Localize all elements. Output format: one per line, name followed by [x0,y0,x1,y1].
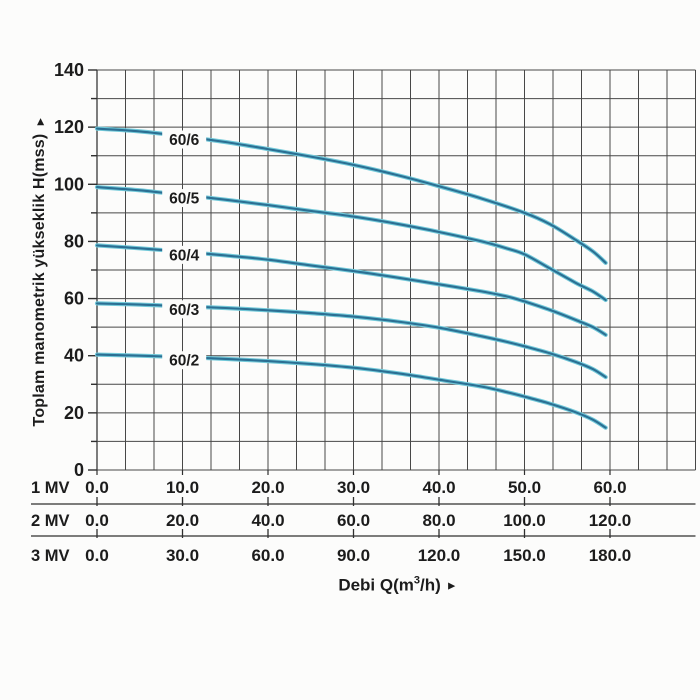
axis-row-label: 3 MV [31,547,70,565]
x-tick-label: 20.0 [251,478,284,497]
x-tick-label: 40.0 [422,478,455,497]
x-axis-title-superscript: 3 [413,574,421,587]
x-axis-title-text: Debi Q(m [338,575,414,595]
curve-label-background [162,189,207,208]
curve-label: 60/6 [169,132,200,149]
x-tick-label: 120.0 [418,546,461,565]
curve-label: 60/4 [169,247,200,264]
x-tick-label: 0.0 [85,478,109,497]
up-arrow-icon: ► [33,115,47,128]
x-tick-label: 100.0 [503,511,546,530]
curve-label-background [162,351,207,370]
x-tick-label: 30.0 [166,546,199,565]
x-tick-label: 0.0 [85,546,109,565]
curve-label-background [162,245,207,264]
x-tick-label: 60.0 [251,546,284,565]
x-tick-label: 120.0 [589,511,632,530]
y-tick-label: 80 [64,231,84,251]
x-tick-label: 60.0 [337,511,370,530]
x-axis-title: Debi Q(m3/h) ► [338,575,457,596]
y-tick-label: 20 [64,403,84,423]
y-axis-title: Toplam manometrik yükseklik H(mss) ► [31,116,49,427]
x-tick-label: 60.0 [593,478,626,497]
curve-label: 60/5 [169,191,200,208]
x-tick-label: 10.0 [166,478,199,497]
curve-label-background [162,130,207,149]
y-tick-label: 60 [64,289,84,309]
y-tick-label: 100 [54,174,84,194]
x-tick-label: 0.0 [85,511,109,530]
x-tick-label: 180.0 [589,546,632,565]
y-tick-label: 120 [54,117,84,137]
x-tick-label: 150.0 [503,546,546,565]
y-tick-label: 0 [74,460,84,480]
y-tick-label: 140 [54,60,84,80]
x-tick-label: 20.0 [166,511,199,530]
x-axis-title-text-2: /h) [420,575,441,595]
x-tick-label: 80.0 [422,511,455,530]
axis-row-label: 2 MV [31,512,70,530]
x-tick-label: 40.0 [251,511,284,530]
y-axis-title-text: Toplam manometrik yükseklik H(mss) [31,133,48,427]
curve-label: 60/3 [169,302,200,319]
right-arrow-icon: ► [445,578,458,593]
x-tick-label: 30.0 [337,478,370,497]
x-tick-label: 90.0 [337,546,370,565]
axis-row-label: 1 MV [31,479,70,497]
curve-label-background [162,300,207,319]
y-tick-label: 40 [64,346,84,366]
x-tick-label: 50.0 [508,478,541,497]
curve-label: 60/2 [169,353,199,370]
